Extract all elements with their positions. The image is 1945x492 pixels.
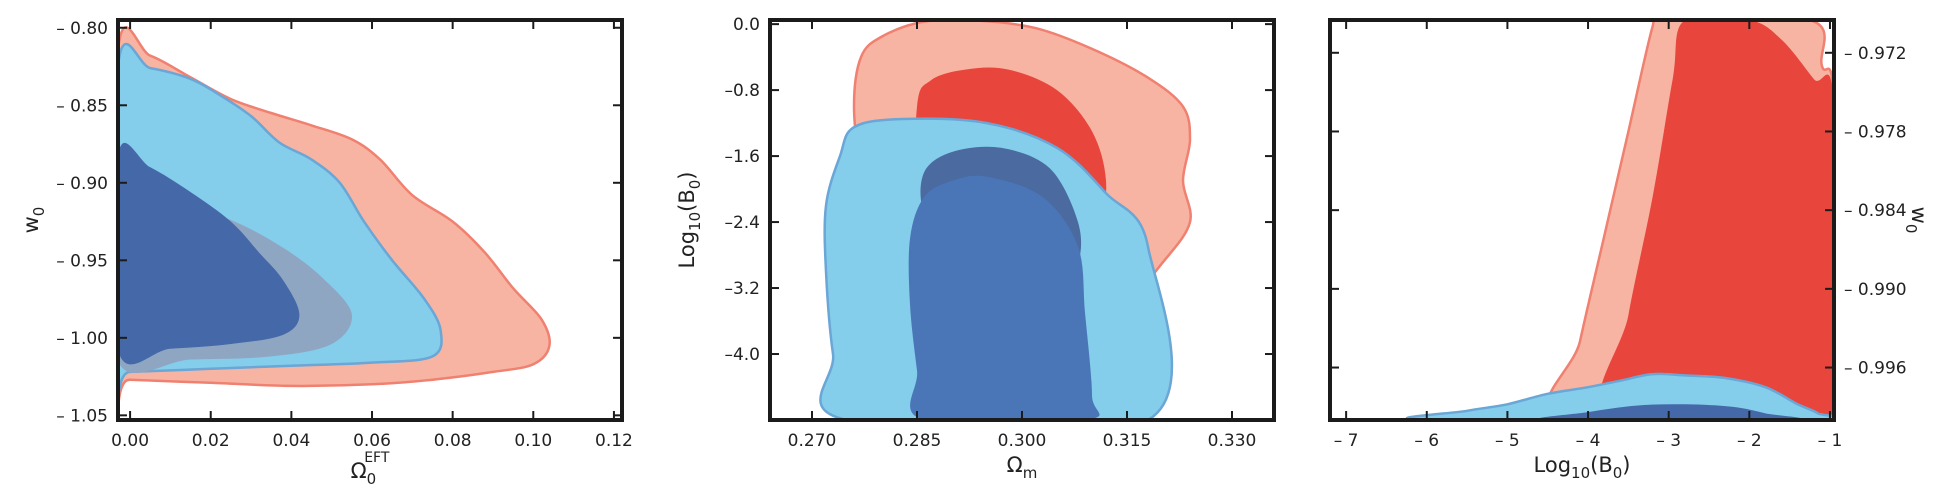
y-tick-label: – 0.996 — [1844, 359, 1907, 379]
tick-labels: 0.00 0.02 0.04 0.06 0.08 0.10 0.12 – 1.05 – 1.00… — [56, 19, 633, 451]
contour-red-inner — [1599, 20, 1834, 420]
contour-regions — [819, 20, 1192, 420]
contour-blue-inner — [908, 175, 1100, 420]
x-tick-label: – 3 — [1656, 431, 1681, 451]
x-tick-label: – 7 — [1334, 431, 1359, 451]
y-tick-label: – 1.05 — [56, 406, 108, 426]
x-tick-label: – 1 — [1818, 431, 1843, 451]
x-tick-label: – 6 — [1414, 431, 1439, 451]
tick-marks — [118, 20, 622, 420]
x-tick-label: 0.300 — [998, 431, 1047, 451]
y-tick-label: – 0.990 — [1844, 280, 1907, 300]
panel-omega-eft-vs-w0: 0.00 0.02 0.04 0.06 0.08 0.10 0.12 – 1.05 – 1.00… — [19, 18, 633, 488]
panel-frame — [116, 18, 624, 422]
y-tick-label: –2.4 — [724, 213, 760, 233]
y-tick-label: – 0.80 — [56, 19, 108, 39]
x-tick-label: – 5 — [1495, 431, 1520, 451]
x-tick-label: 0.00 — [111, 431, 149, 451]
x-tick-label: – 4 — [1576, 431, 1601, 451]
panel-omega-m-vs-log-b0: 0.270 0.285 0.300 0.315 0.330 –4.0 –3.2 –2.4 –1.… — [675, 15, 1276, 482]
x-tick-label: 0.12 — [595, 431, 633, 451]
y-axis-label: Log10(B0) — [675, 172, 704, 269]
y-tick-label: –0.8 — [724, 81, 760, 101]
y-tick-label: – 0.85 — [56, 96, 108, 116]
y-axis-label: w0 — [19, 207, 48, 234]
x-axis-label: Ωm — [1007, 453, 1038, 482]
y-tick-label: – 0.978 — [1844, 122, 1907, 142]
y-tick-label: – 0.95 — [56, 251, 108, 271]
tick-marks — [1330, 20, 1834, 420]
tick-labels: 0.270 0.285 0.300 0.315 0.330 –4.0 –3.2 –2.4 –1.… — [724, 15, 1256, 451]
x-tick-label: 0.285 — [893, 431, 942, 451]
y-tick-label: 0.0 — [733, 15, 760, 35]
x-tick-label: 0.08 — [434, 431, 472, 451]
y-tick-label: – 0.984 — [1844, 201, 1907, 221]
contour-regions — [118, 26, 551, 404]
x-tick-label: 0.270 — [788, 431, 837, 451]
panel-log-b0-vs-w0: – 7 – 6 – 5 – 4 – 3 – 2 – 1 – 0.996 – 0.990 – 0.9… — [1328, 18, 1931, 482]
tick-marks — [770, 20, 1274, 420]
y-tick-label: – 0.972 — [1844, 44, 1907, 64]
contour-blue-inner — [1537, 404, 1803, 420]
x-tick-label: – 2 — [1737, 431, 1762, 451]
x-tick-label: 0.04 — [272, 431, 310, 451]
x-tick-label: 0.330 — [1208, 431, 1257, 451]
panel-frame — [1328, 18, 1836, 422]
x-tick-label: 0.10 — [514, 431, 552, 451]
tick-labels: – 7 – 6 – 5 – 4 – 3 – 2 – 1 – 0.996 – 0.990 – 0.9… — [1334, 44, 1907, 451]
y-axis-label: w0 — [1902, 207, 1931, 234]
x-axis-label: Ω0EFT — [351, 450, 390, 488]
x-axis-label: Log10(B0) — [1534, 453, 1631, 482]
x-tick-label: 0.06 — [353, 431, 391, 451]
contour-blue-inner — [118, 142, 300, 365]
y-tick-label: –1.6 — [724, 147, 760, 167]
y-tick-label: –3.2 — [724, 279, 760, 299]
x-tick-label: 0.02 — [192, 431, 230, 451]
y-tick-label: – 1.00 — [56, 329, 108, 349]
y-tick-label: –4.0 — [724, 345, 760, 365]
y-tick-label: – 0.90 — [56, 174, 108, 194]
x-tick-label: 0.315 — [1103, 431, 1152, 451]
contour-regions — [1405, 20, 1834, 420]
